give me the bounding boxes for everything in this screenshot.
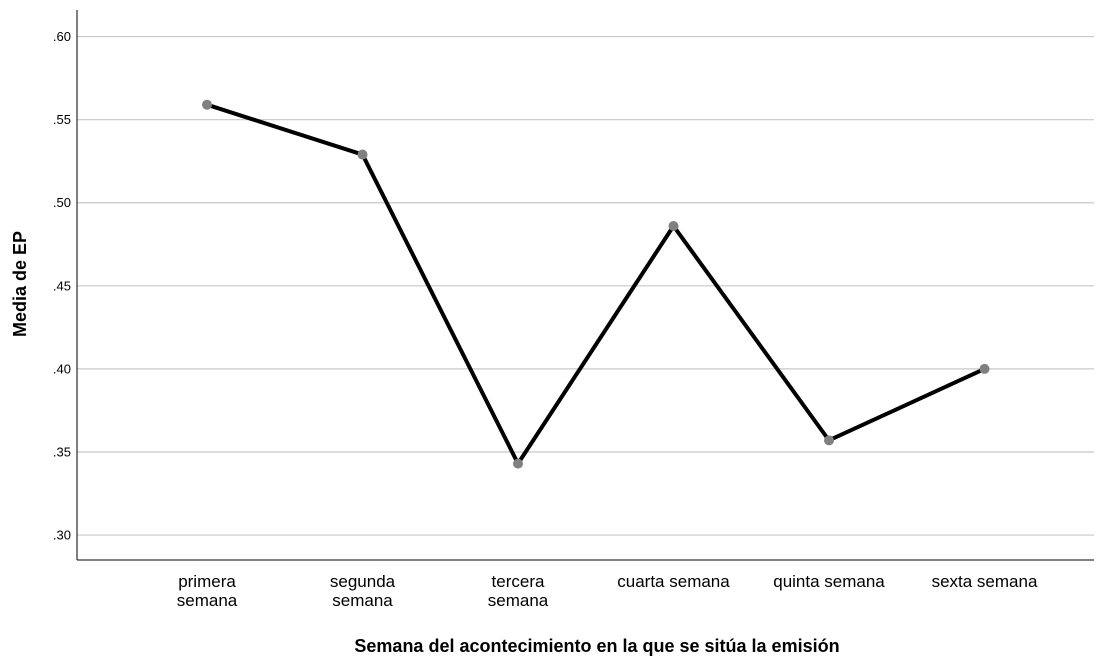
y-tick-label: .50	[53, 195, 71, 210]
y-axis-title: Media de EP	[10, 231, 30, 337]
series-line	[205, 102, 987, 466]
x-axis-title: Semana del acontecimiento en la que se s…	[354, 636, 839, 656]
data-point	[824, 435, 834, 446]
gridlines	[77, 35, 1094, 536]
x-tick-label: tercera semana	[488, 572, 549, 610]
data-point	[202, 99, 212, 110]
y-tick-label: .30	[53, 528, 71, 543]
data-point	[668, 221, 679, 232]
y-tick-label: .55	[53, 112, 71, 127]
series-line	[205, 102, 987, 466]
x-tick-label: cuarta semana	[617, 572, 730, 591]
y-tick-label: .35	[53, 444, 71, 459]
axes	[76, 10, 1094, 561]
data-point	[357, 149, 368, 160]
x-tick-label: quinta semana	[773, 572, 885, 591]
data-point	[513, 458, 523, 469]
y-tick-labels: .30 .35 .40 .45 .50 .55 .60	[53, 29, 71, 542]
data-markers	[202, 99, 990, 469]
x-tick-label: primera semana	[177, 572, 238, 610]
x-tick-label: sexta semana	[932, 572, 1038, 591]
y-tick-label: .60	[53, 29, 71, 44]
x-tick-label: segunda semana	[330, 572, 396, 610]
y-tick-label: .40	[53, 361, 71, 376]
y-tick-label: .45	[53, 278, 71, 293]
data-point	[979, 363, 990, 374]
x-category-labels: primera semana segunda semana tercera semana c…	[177, 572, 1038, 610]
